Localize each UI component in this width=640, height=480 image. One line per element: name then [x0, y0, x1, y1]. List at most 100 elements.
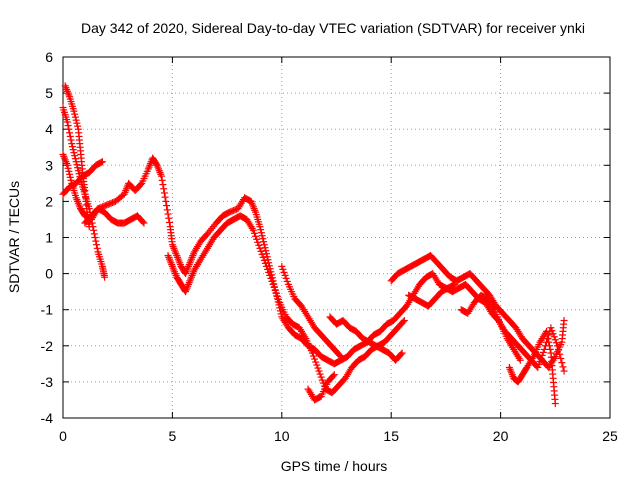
data-point-track-f — [270, 283, 278, 291]
data-point-track-a — [64, 122, 72, 130]
data-point-track-i — [398, 349, 406, 357]
data-point-track-c — [549, 330, 557, 338]
data-point-track-a — [90, 226, 98, 234]
tick-labels: 0 5 10 15 20 25 -4 -3 -2 -1 0 1 2 3 4 5 6 — [41, 49, 618, 444]
data-point-track-a — [73, 161, 81, 169]
data-point-track-c — [552, 339, 560, 347]
x-axis-label: GPS time / hours — [281, 458, 388, 474]
data-point-track-c — [265, 259, 273, 267]
y-tick-label: -1 — [41, 302, 54, 318]
data-point-track-a — [90, 230, 98, 238]
data-point-track-c — [548, 327, 556, 335]
data-point-track-f — [255, 241, 263, 249]
y-tick-label: 5 — [45, 85, 53, 101]
data-point-track-b — [71, 110, 79, 118]
data-point-track-m — [545, 338, 553, 346]
data-point-track-c — [260, 238, 268, 246]
data-point-track-f — [264, 265, 272, 273]
data-point-track-f — [273, 292, 281, 300]
data-point-track-c — [264, 256, 272, 264]
data-point-track-a — [68, 140, 76, 148]
x-tick-label: 20 — [493, 428, 509, 444]
data-point-track-f — [269, 280, 277, 288]
data-point-track-c — [164, 210, 172, 218]
data-point-track-c — [551, 336, 559, 344]
data-point-track-c — [152, 160, 160, 168]
grid-lines — [63, 57, 610, 418]
data-point-track-h — [329, 372, 337, 380]
data-point-track-f — [319, 379, 327, 387]
data-point-track-c — [137, 181, 145, 189]
data-point-track-g — [278, 262, 286, 270]
data-point-track-c — [67, 176, 75, 184]
data-point-track-c — [160, 189, 168, 197]
data-point-track-c — [160, 185, 168, 193]
data-point-track-a — [66, 129, 74, 137]
data-point-track-d — [98, 158, 106, 166]
data-point-track-a — [74, 164, 82, 172]
y-tick-label: 6 — [45, 49, 53, 65]
data-point-track-c — [158, 176, 166, 184]
y-tick-label: -2 — [41, 338, 54, 354]
data-point-track-m — [551, 400, 559, 408]
data-point-track-a — [93, 244, 101, 252]
data-point-track-f — [271, 286, 279, 294]
data-point-track-c — [159, 181, 167, 189]
data-point-track-f — [315, 367, 323, 375]
data-point-track-c — [64, 164, 72, 172]
data-point-track-f — [316, 370, 324, 378]
data-point-track-f — [313, 361, 321, 369]
data-point-track-c — [163, 202, 171, 210]
data-point-track-i — [397, 350, 405, 358]
data-point-track-c — [559, 363, 567, 371]
y-tick-label: 4 — [45, 121, 53, 137]
data-point-track-c — [258, 232, 266, 240]
data-point-track-c — [535, 360, 543, 368]
data-point-track-c — [163, 206, 171, 214]
data-marks — [59, 82, 568, 408]
data-point-track-a — [66, 132, 74, 140]
data-point-track-a — [74, 167, 82, 175]
data-point-track-b — [70, 107, 78, 115]
data-point-track-c — [66, 170, 74, 178]
data-point-track-c — [65, 167, 73, 175]
data-point-track-a — [65, 125, 73, 133]
data-point-track-g — [282, 274, 290, 282]
data-point-track-f — [272, 289, 280, 297]
data-point-track-a — [75, 170, 83, 178]
data-point-track-m — [543, 327, 551, 335]
data-point-track-c — [261, 244, 269, 252]
data-point-track-f — [254, 238, 262, 246]
data-point-track-f — [399, 318, 407, 326]
data-point-track-f — [253, 235, 261, 243]
data-point-track-c — [256, 223, 264, 231]
data-point-track-g — [280, 268, 288, 276]
data-point-track-f — [257, 247, 265, 255]
y-tick-label: 0 — [45, 266, 53, 282]
data-point-track-l — [516, 356, 524, 364]
data-point-track-k — [451, 280, 459, 288]
data-point-track-d — [97, 158, 105, 166]
y-axis-label: SDTVAR / TECUs — [6, 181, 22, 293]
data-point-track-f — [312, 358, 320, 366]
data-point-track-c — [257, 226, 265, 234]
data-point-track-c — [539, 348, 547, 356]
data-point-track-c — [259, 235, 267, 243]
data-point-track-c — [557, 354, 565, 362]
data-point-track-a — [71, 152, 79, 160]
data-point-track-c — [558, 359, 566, 367]
data-point-track-m — [544, 335, 552, 343]
x-tick-label: 5 — [169, 428, 177, 444]
y-tick-label: -4 — [41, 410, 54, 426]
data-point-track-a — [68, 143, 76, 151]
data-point-track-m — [543, 331, 551, 339]
data-point-track-c — [66, 173, 74, 181]
data-point-track-g — [337, 353, 345, 361]
data-point-track-k — [450, 281, 458, 289]
data-point-track-a — [63, 118, 71, 126]
data-point-track-h — [330, 371, 338, 379]
data-point-track-b — [74, 122, 82, 130]
data-point-track-b — [73, 119, 81, 127]
data-point-track-a — [101, 273, 109, 281]
data-point-track-c — [540, 345, 548, 353]
